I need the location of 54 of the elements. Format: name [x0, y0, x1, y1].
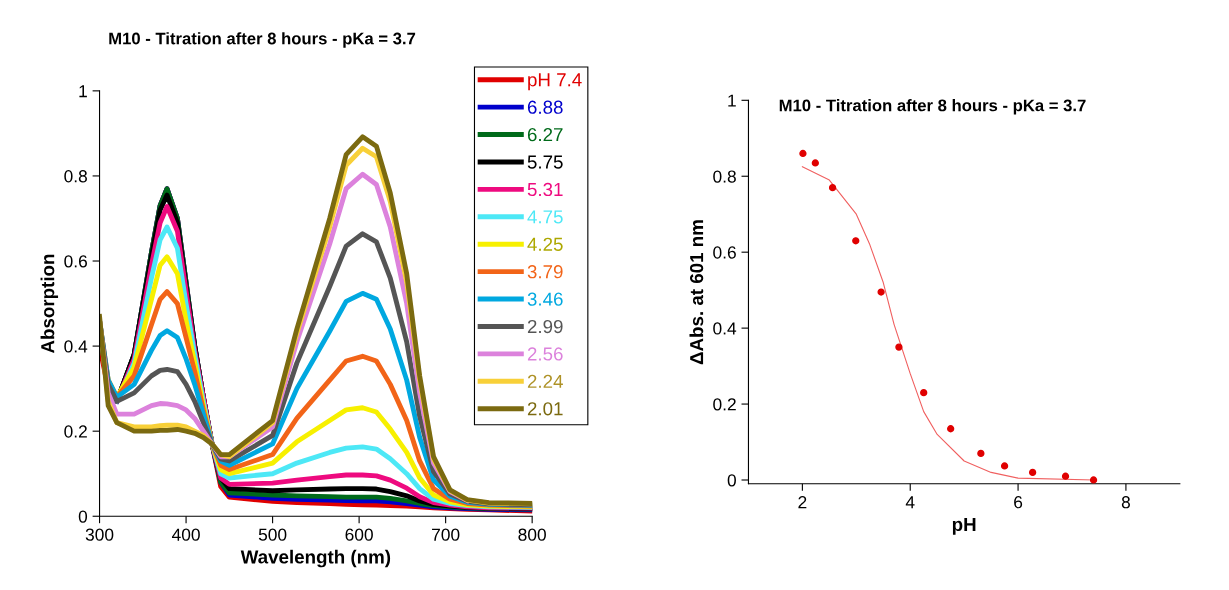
legend-label: 6.27: [527, 128, 563, 142]
chart-title: M10 - Titration after 8 hours - pKa = 3.7: [779, 99, 1086, 115]
x-tick-label: 2: [798, 496, 807, 509]
legend-label: pH 7.4: [528, 73, 582, 91]
point: [947, 425, 955, 433]
legend-label: 2.56: [527, 347, 563, 361]
y-tick-label: 1: [79, 85, 87, 98]
x-axis-title: pH: [952, 518, 976, 535]
x-tick-label: 4: [905, 496, 915, 509]
y-tick-label: 0.6: [713, 246, 736, 259]
y-axis-title: ΔAbs. at 601 nm: [689, 220, 704, 365]
legend-label: 5.31: [527, 182, 563, 197]
y-tick-label: 0.4: [713, 322, 737, 335]
point: [977, 449, 985, 458]
y-tick-label: 0.6: [64, 255, 87, 268]
y-axis-title: Absorption: [40, 254, 59, 354]
x-tick-label: 800: [518, 528, 546, 541]
legend-label: 5.75: [527, 155, 563, 169]
y-tick-label: 0.8: [713, 170, 736, 183]
legend-label: 2.24: [527, 374, 563, 388]
y-tick-label: 1: [728, 94, 736, 107]
point: [877, 288, 885, 296]
point: [811, 159, 819, 167]
y-tick-label: 0.8: [64, 170, 87, 183]
legend-label: 3.46: [527, 292, 563, 306]
point: [920, 389, 928, 397]
legend-label: 4.25: [527, 237, 563, 251]
x-tick-label: 500: [258, 528, 287, 541]
x-tick-label: 8: [1121, 496, 1130, 509]
x-axis-title: Wavelength (nm): [240, 549, 391, 568]
legend-label: 2.99: [527, 319, 563, 334]
legend-label: 4.75: [527, 210, 563, 224]
point: [852, 237, 860, 245]
x-tick-label: 400: [171, 528, 200, 541]
point: [1089, 476, 1098, 484]
y-tick-label: 0.2: [64, 425, 87, 438]
y-tick-label: 0.4: [64, 340, 88, 353]
y-tick-label: 0: [727, 474, 736, 487]
x-tick-label: 300: [85, 528, 114, 541]
point: [799, 149, 807, 158]
x-tick-label: 6: [1014, 496, 1023, 509]
x-tick-label: 700: [432, 528, 460, 541]
legend-label: 2.01: [527, 402, 563, 416]
point: [1061, 472, 1070, 480]
legend-label: 3.79: [527, 265, 563, 279]
point: [1000, 462, 1009, 470]
y-tick-label: 0: [78, 510, 88, 523]
chart-title: M10 - Titration after 8 hours - pKa = 3.7: [109, 32, 416, 48]
legend-label: 6.88: [527, 100, 563, 114]
x-tick-label: 600: [345, 528, 373, 541]
point: [1028, 468, 1037, 477]
y-tick-label: 0.2: [713, 398, 736, 411]
point: [828, 183, 837, 192]
point: [895, 343, 903, 351]
